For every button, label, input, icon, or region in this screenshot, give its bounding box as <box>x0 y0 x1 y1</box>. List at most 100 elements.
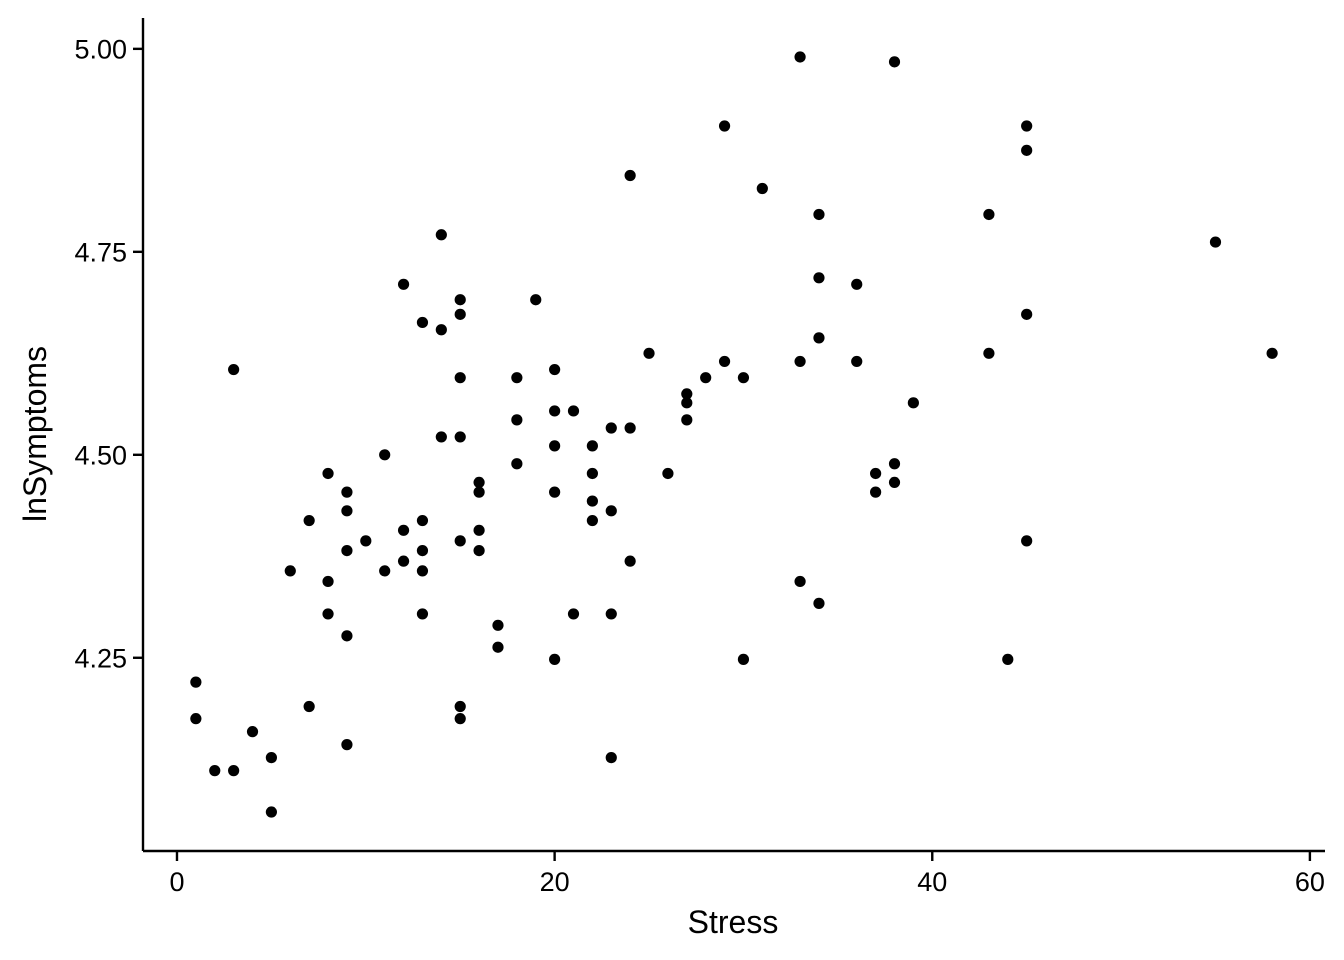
data-point <box>737 653 750 665</box>
x-tick-label: 0 <box>169 867 184 897</box>
y-ticks: 4.25 4.50 4.75 5.00 <box>74 34 143 673</box>
data-point <box>473 545 485 557</box>
data-point <box>341 505 353 517</box>
data-point <box>549 363 561 376</box>
data-point <box>624 555 636 567</box>
data-point <box>379 449 391 461</box>
data-point <box>586 467 598 480</box>
data-point <box>416 608 429 620</box>
data-point <box>454 700 466 713</box>
data-point <box>341 630 353 642</box>
data-point <box>549 486 561 498</box>
data-point <box>888 476 901 489</box>
data-point <box>813 272 825 284</box>
data-point <box>416 316 429 329</box>
y-tick-label: 5.00 <box>74 34 127 64</box>
data-point <box>605 752 617 764</box>
data-point <box>1021 308 1033 320</box>
data-point <box>322 575 334 588</box>
data-point <box>605 422 617 434</box>
data-point <box>360 535 372 547</box>
data-point <box>435 324 447 336</box>
data-point <box>341 486 353 498</box>
y-axis-title: lnSymptoms <box>17 346 53 522</box>
data-point <box>1209 236 1222 248</box>
x-tick-label: 60 <box>1295 867 1325 897</box>
data-point <box>643 347 655 359</box>
data-point <box>756 182 768 195</box>
data-point <box>851 355 863 368</box>
axes-layer <box>141 18 1325 853</box>
data-point <box>284 565 296 577</box>
data-point <box>813 597 825 609</box>
data-point <box>567 608 580 620</box>
data-point <box>341 739 353 751</box>
data-point <box>813 208 825 221</box>
data-point <box>586 440 598 452</box>
data-point <box>1266 347 1278 359</box>
x-axis-title: Stress <box>688 904 779 940</box>
data-point <box>397 524 410 536</box>
data-point <box>454 372 466 384</box>
y-tick-label: 4.25 <box>74 643 127 673</box>
data-point <box>605 505 617 517</box>
data-point <box>397 555 410 567</box>
data-point <box>1021 120 1033 132</box>
data-point <box>624 169 636 182</box>
data-point <box>983 208 995 221</box>
data-point <box>1002 653 1014 665</box>
data-point <box>794 355 806 368</box>
data-point <box>718 355 731 368</box>
data-point <box>530 294 542 306</box>
data-point <box>511 458 523 470</box>
data-point <box>265 806 277 818</box>
data-point <box>454 431 466 443</box>
data-point <box>567 405 580 417</box>
data-point <box>435 431 447 443</box>
data-point <box>794 575 806 588</box>
data-point <box>851 278 863 290</box>
data-point <box>492 619 504 631</box>
data-point <box>549 405 561 417</box>
points-layer <box>190 51 1278 818</box>
data-point <box>888 56 901 68</box>
data-point <box>473 476 485 489</box>
data-point <box>586 495 598 507</box>
data-point <box>681 388 693 400</box>
data-point <box>416 545 429 557</box>
data-point <box>190 713 202 725</box>
data-point <box>435 229 447 241</box>
data-point <box>190 676 202 688</box>
data-point <box>492 641 504 653</box>
data-point <box>454 308 466 320</box>
data-point <box>416 514 429 527</box>
data-point <box>473 486 485 498</box>
data-point <box>511 372 523 384</box>
data-point <box>605 608 617 620</box>
data-point <box>1021 535 1033 547</box>
data-point <box>322 608 334 620</box>
data-point <box>813 332 825 344</box>
data-point <box>1021 144 1033 156</box>
data-point <box>228 765 240 777</box>
data-point <box>794 51 806 63</box>
data-point <box>511 414 523 426</box>
data-point <box>416 565 429 577</box>
x-ticks: 0 20 40 60 <box>169 851 1325 897</box>
data-point <box>473 524 485 536</box>
data-point <box>870 467 882 480</box>
data-point <box>700 372 712 384</box>
x-tick-label: 40 <box>917 867 947 897</box>
data-point <box>379 565 391 577</box>
data-point <box>870 486 882 498</box>
data-point <box>586 514 598 527</box>
data-point <box>983 347 995 359</box>
x-tick-label: 20 <box>540 867 570 897</box>
data-point <box>907 397 919 409</box>
data-point <box>397 278 410 290</box>
data-point <box>341 545 353 557</box>
data-point <box>737 372 750 384</box>
data-point <box>322 467 334 480</box>
data-point <box>454 535 466 547</box>
